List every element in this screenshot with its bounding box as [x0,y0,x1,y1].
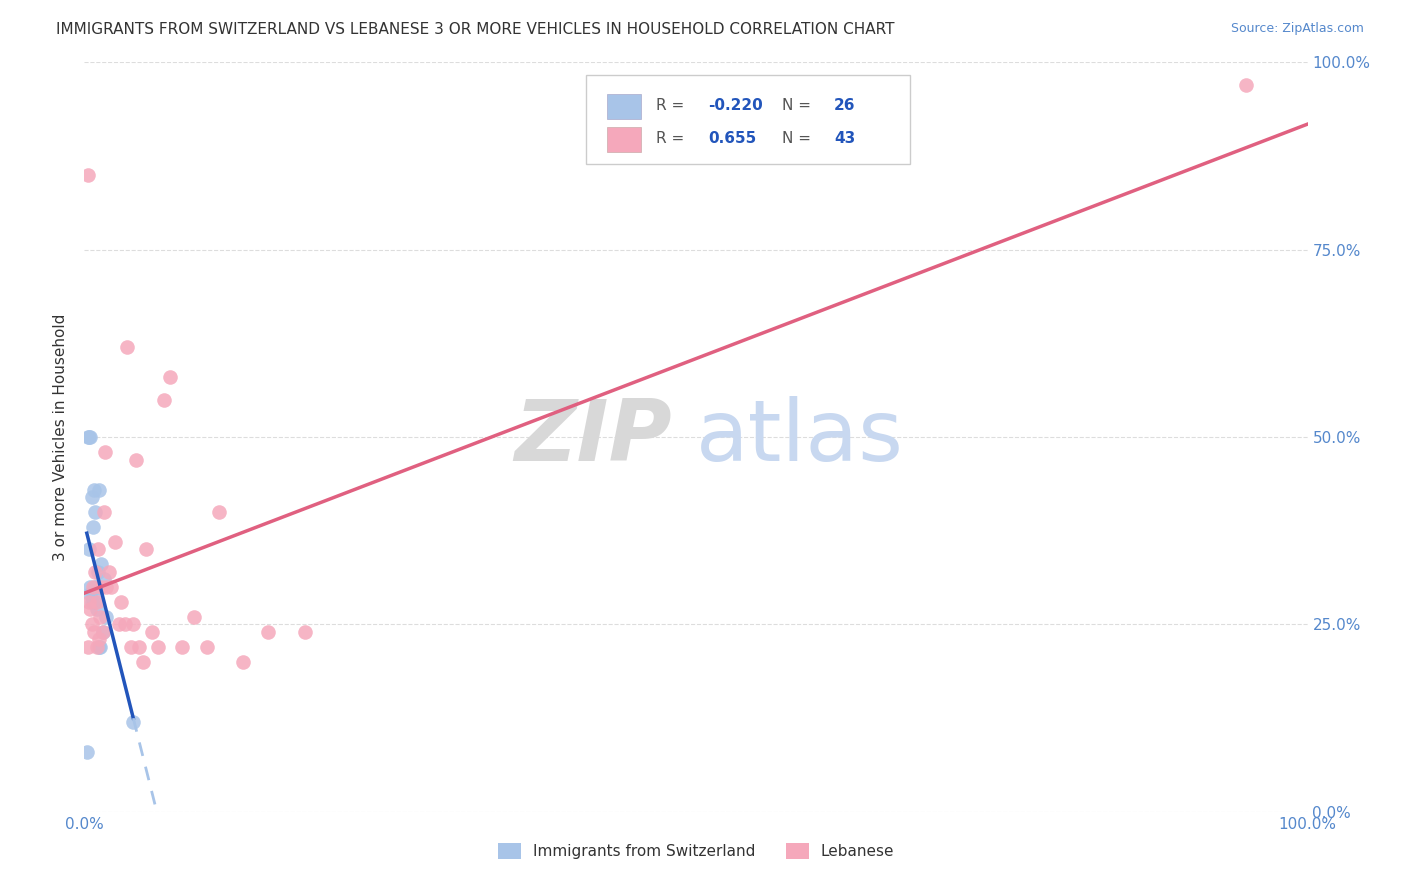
Point [97,565,120,579]
Point [86,602,108,616]
Point [83,595,105,609]
Text: N =: N = [782,98,815,113]
Point [132,655,155,669]
Point [120,640,142,654]
Point [77,542,100,557]
Point [94,445,117,459]
Point [110,595,132,609]
Point [76,745,98,759]
Point [91,624,114,639]
Text: ZIP: ZIP [513,395,672,479]
Point [232,655,254,669]
Point [294,624,316,639]
Point [146,640,169,654]
Point [82,587,104,601]
Text: R =: R = [655,131,689,146]
Point [89,640,111,654]
Point [87,640,110,654]
Text: 43: 43 [834,131,855,146]
Point [135,542,157,557]
Point [172,640,194,654]
Point [77,430,100,444]
Point [84,565,107,579]
Point [91,624,114,639]
Legend: Immigrants from Switzerland, Lebanese: Immigrants from Switzerland, Lebanese [492,838,900,865]
Point [195,640,218,654]
Point [90,580,112,594]
Point [80,490,103,504]
Point [122,617,145,632]
Text: N =: N = [782,131,815,146]
Point [122,714,145,729]
Point [86,595,108,609]
Point [128,640,150,654]
Point [89,610,111,624]
Point [257,624,280,639]
Point [159,370,181,384]
Point [96,580,118,594]
Point [82,520,104,534]
Point [114,617,136,632]
Point [208,505,231,519]
Text: atlas: atlas [696,395,904,479]
Text: Source: ZipAtlas.com: Source: ZipAtlas.com [1230,22,1364,36]
Point [93,573,115,587]
Point [77,595,100,609]
Point [79,580,101,594]
Point [87,483,110,497]
Y-axis label: 3 or more Vehicles in Household: 3 or more Vehicles in Household [53,313,69,561]
Point [93,505,115,519]
Point [79,602,101,616]
Point [153,392,176,407]
Point [125,452,148,467]
Text: -0.220: -0.220 [709,98,763,113]
Point [107,617,129,632]
Point [86,640,108,654]
Point [87,565,110,579]
Point [183,610,205,624]
Point [90,558,112,572]
Text: 0.655: 0.655 [709,131,756,146]
Point [77,168,100,182]
Point [80,595,103,609]
FancyBboxPatch shape [606,127,641,153]
Point [83,624,105,639]
FancyBboxPatch shape [606,94,641,120]
Point [115,340,138,354]
Point [77,640,100,654]
Point [82,580,104,594]
Point [87,632,110,647]
Text: 26: 26 [834,98,856,113]
Point [104,535,127,549]
Point [79,430,101,444]
Point [84,580,107,594]
Point [80,617,103,632]
Point [84,505,107,519]
Point [77,430,100,444]
Point [79,587,101,601]
Point [141,624,163,639]
Point [100,580,122,594]
Point [86,580,108,594]
Point [1236,78,1258,92]
Point [87,542,110,557]
Text: R =: R = [655,98,689,113]
Point [83,483,105,497]
Point [96,610,118,624]
Text: IMMIGRANTS FROM SWITZERLAND VS LEBANESE 3 OR MORE VEHICLES IN HOUSEHOLD CORRELAT: IMMIGRANTS FROM SWITZERLAND VS LEBANESE … [56,22,894,37]
FancyBboxPatch shape [586,75,910,163]
